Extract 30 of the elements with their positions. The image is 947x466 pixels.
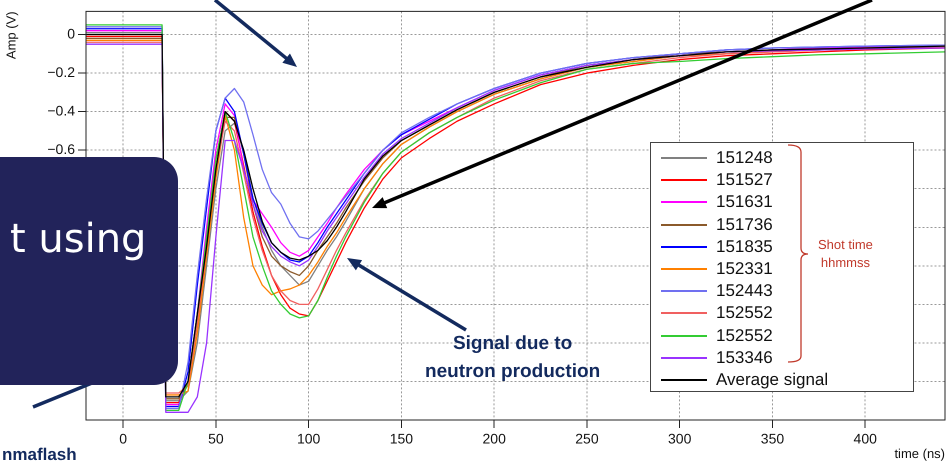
x-tick-label: 300 (668, 430, 692, 446)
x-tick-label: 250 (575, 430, 599, 446)
x-axis-title: time (ns) (894, 446, 945, 461)
y-tick-label: −0.4 (47, 102, 76, 118)
text: nmaflash (2, 445, 77, 465)
y-tick-label: −0.2 (47, 64, 76, 80)
annotation: Signal due to neutron production (425, 332, 600, 384)
x-tick-label: 350 (760, 430, 784, 446)
x-tick-label: 150 (390, 430, 414, 446)
legend-label: 151631 (716, 192, 773, 212)
annotation: Shot time hhmmss (818, 236, 873, 272)
x-tick-label: 200 (482, 430, 506, 446)
y-tick-label: −0.6 (47, 141, 76, 158)
legend-label: 151527 (716, 170, 773, 190)
x-tick-label: 100 (296, 430, 321, 446)
legend-label: 153346 (716, 348, 773, 368)
legend-label: Average signal (716, 370, 828, 390)
x-tick-label: 400 (854, 430, 878, 446)
y-tick-label: 0 (67, 25, 76, 42)
annotation: t using (10, 215, 146, 263)
legend-label: 151835 (716, 236, 773, 257)
x-tick-label: 50 (208, 430, 224, 446)
legend-label: 152331 (716, 259, 773, 279)
legend-label: 152552 (716, 303, 773, 324)
legend-label: 151736 (716, 214, 773, 235)
legend-label: 151248 (716, 148, 773, 168)
x-tick-label: 0 (119, 430, 128, 446)
y-axis-title: Amp (V) (3, 11, 18, 60)
legend-label: 152552 (716, 326, 773, 346)
legend-label: 152443 (716, 281, 773, 302)
